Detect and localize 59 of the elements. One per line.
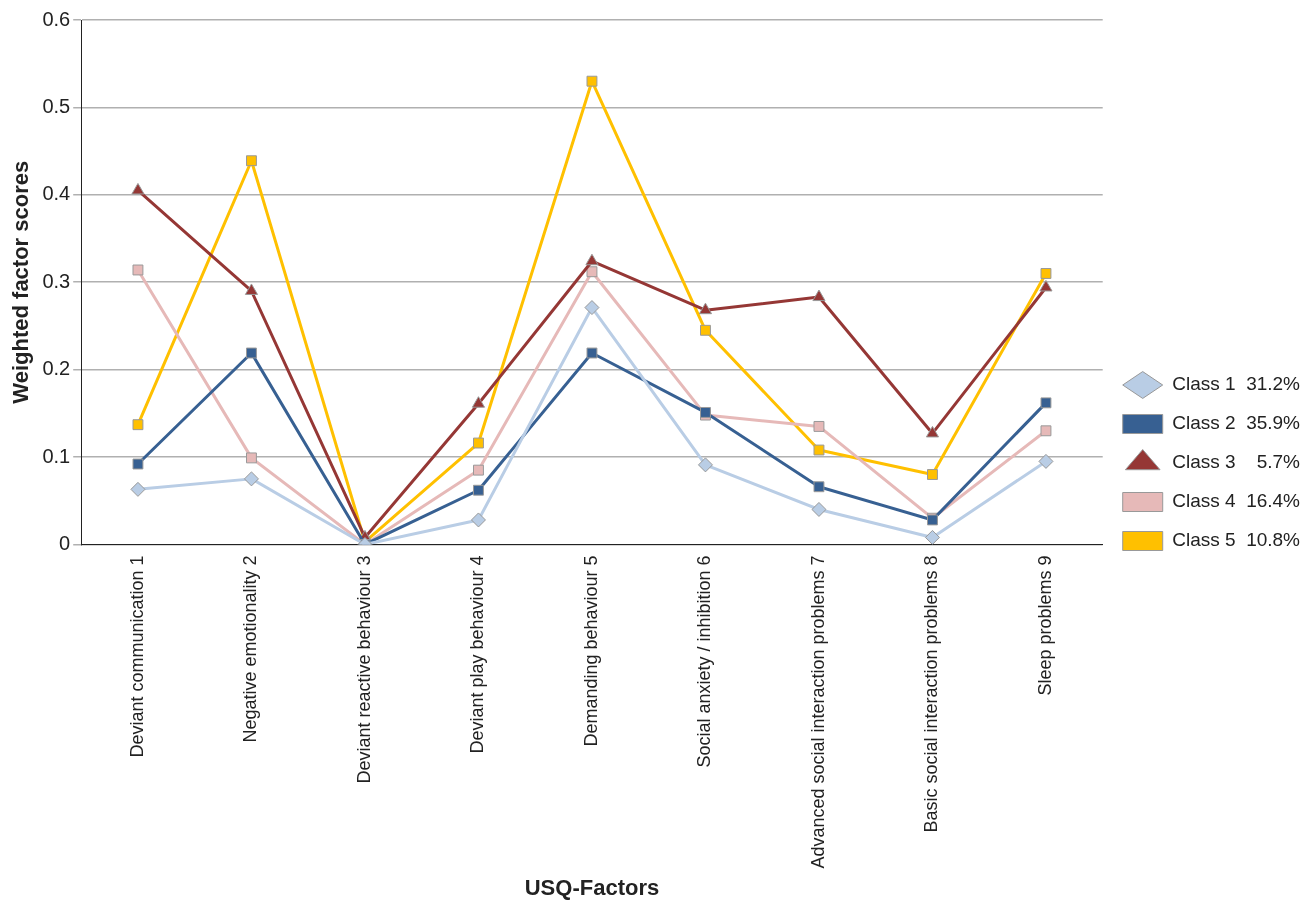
x-tick-label: Negative emotionality 2 <box>240 555 261 743</box>
point <box>131 182 145 195</box>
x-tick-label: Demanding behaviour 5 <box>580 555 601 747</box>
legend-label: Class 1 31.2% <box>1172 373 1301 395</box>
y-tick-label: 0.2 <box>42 357 71 380</box>
point <box>813 481 825 493</box>
point <box>471 396 486 408</box>
point <box>927 469 938 480</box>
point <box>585 253 599 266</box>
y-tick-label: 0.3 <box>42 269 71 292</box>
point <box>812 289 826 302</box>
point <box>698 302 713 315</box>
point <box>246 347 257 359</box>
point <box>586 266 598 278</box>
y-tick-label: 0.4 <box>42 182 71 205</box>
point <box>132 264 144 276</box>
point <box>130 481 146 497</box>
point <box>132 419 144 431</box>
x-axis-title: USQ-Factors <box>524 874 660 900</box>
x-tick-label: Basic social interaction problems 8 <box>921 555 942 833</box>
point <box>473 464 484 476</box>
point <box>470 512 486 528</box>
x-tick-label: Deviant reactive behaviour 3 <box>353 555 374 784</box>
point <box>246 452 257 464</box>
point <box>1039 279 1053 292</box>
point <box>811 501 827 517</box>
point <box>586 347 598 359</box>
y-axis-title: Weighted factor scores <box>8 160 34 404</box>
y-tick-label: 0 <box>59 531 71 554</box>
point <box>1040 268 1052 279</box>
x-tick-label: Social anxiety / inhibition 6 <box>694 555 715 768</box>
point <box>243 471 259 487</box>
point <box>697 457 713 473</box>
point <box>1038 453 1054 469</box>
y-tick-label: 0.5 <box>42 94 71 117</box>
x-tick-label: Advanced social interaction problems 7 <box>807 555 828 869</box>
legend-label: Class 3 5.7% <box>1172 451 1301 473</box>
x-tick-label: Sleep problems 9 <box>1034 555 1055 696</box>
point <box>924 529 940 545</box>
point <box>925 425 940 438</box>
legend-label: Class 5 10.8% <box>1172 529 1301 551</box>
point <box>813 444 825 456</box>
point <box>132 458 144 470</box>
y-tick-label: 0.6 <box>42 7 71 30</box>
point <box>473 437 484 449</box>
point <box>1040 425 1052 437</box>
point <box>584 300 600 316</box>
point <box>244 283 259 295</box>
point <box>700 324 711 336</box>
y-tick-label: 0.1 <box>42 444 71 467</box>
legend-label: Class 4 16.4% <box>1172 490 1301 512</box>
point <box>473 484 484 496</box>
x-tick-label: Deviant communication 1 <box>126 555 147 758</box>
point <box>813 420 825 432</box>
legend-label: Class 2 35.9% <box>1172 412 1301 434</box>
point <box>246 155 257 167</box>
x-tick-label: Deviant play behaviour 4 <box>467 555 488 754</box>
point <box>1040 397 1052 409</box>
point <box>586 75 598 87</box>
